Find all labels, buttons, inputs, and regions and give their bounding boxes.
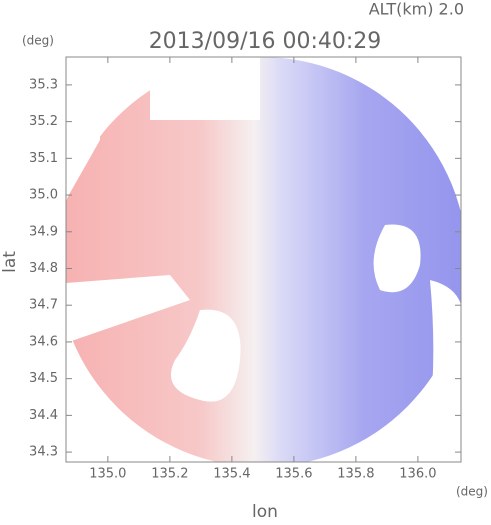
- x-tick-label: 136.0: [399, 467, 436, 482]
- x-tick-label: 135.0: [89, 467, 126, 482]
- plot-frame: [65, 56, 462, 463]
- y-tick-label: 34.7: [29, 298, 58, 313]
- y-tick-label: 34.6: [29, 334, 58, 349]
- y-tick-label: 35.1: [29, 151, 58, 166]
- radar-field: [66, 57, 461, 462]
- y-tick-label: 35.2: [29, 114, 58, 129]
- x-tick-label: 135.6: [275, 467, 312, 482]
- x-unit: (deg): [456, 485, 488, 499]
- y-axis-label: lat: [0, 251, 20, 273]
- y-unit: (deg): [22, 34, 54, 48]
- y-tick-label: 34.3: [29, 445, 58, 460]
- x-tick-label: 135.8: [337, 467, 374, 482]
- y-tick-label: 34.4: [29, 408, 58, 423]
- y-tick-label: 34.8: [29, 261, 58, 276]
- x-tick-label: 135.2: [151, 467, 188, 482]
- chart-subtitle: ALT(km) 2.0: [369, 0, 464, 19]
- x-axis-label: lon: [252, 502, 278, 521]
- x-tick-label: 135.4: [213, 467, 250, 482]
- chart-title: 2013/09/16 00:40:29: [149, 29, 382, 54]
- y-tick-label: 34.5: [29, 371, 58, 386]
- y-tick-label: 35.0: [29, 188, 58, 203]
- y-tick-label: 34.9: [29, 224, 58, 239]
- y-tick-label: 35.3: [29, 77, 58, 92]
